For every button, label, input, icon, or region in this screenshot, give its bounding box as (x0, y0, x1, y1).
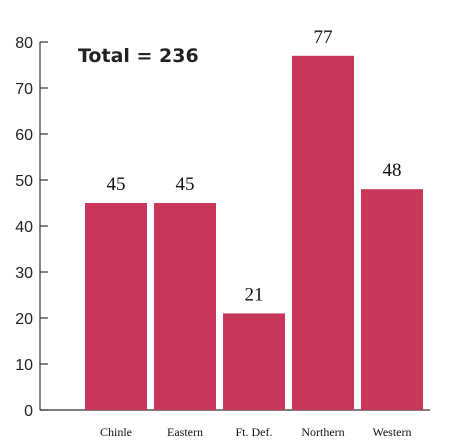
y-tick-label: 20 (15, 311, 33, 328)
y-tick-label: 50 (15, 173, 33, 190)
bars (85, 55, 423, 411)
y-tick-label: 60 (15, 127, 33, 144)
y-tick-label: 80 (15, 35, 33, 52)
category-label: Eastern (167, 425, 203, 439)
category-label: Western (372, 425, 411, 439)
y-tick-label: 30 (15, 265, 33, 282)
data-label: 77 (314, 27, 333, 48)
data-label: 48 (383, 160, 402, 181)
bar-northern (292, 55, 354, 411)
bar-eastern (154, 203, 216, 410)
data-label: 45 (107, 174, 126, 195)
data-label: 21 (245, 284, 264, 305)
bar-western (361, 189, 423, 410)
data-labels: 45 45 21 77 48 (107, 27, 402, 306)
y-tick-label: 0 (24, 403, 33, 420)
category-label: Chinle (100, 425, 132, 439)
total-annotation: Total = 236 (78, 45, 199, 67)
y-tick-label: 70 (15, 81, 33, 98)
bar-chinle (85, 203, 147, 410)
category-label: Ft. Def. (236, 425, 273, 439)
data-label: 45 (176, 174, 195, 195)
y-axis: 0 10 20 30 40 50 60 70 80 (15, 35, 48, 420)
category-label: Northern (301, 425, 344, 439)
y-tick-label: 10 (15, 357, 33, 374)
category-labels: Chinle Eastern Ft. Def. Northern Western (100, 425, 412, 439)
y-tick-label: 40 (15, 219, 33, 236)
bar-ft-def (223, 313, 285, 410)
